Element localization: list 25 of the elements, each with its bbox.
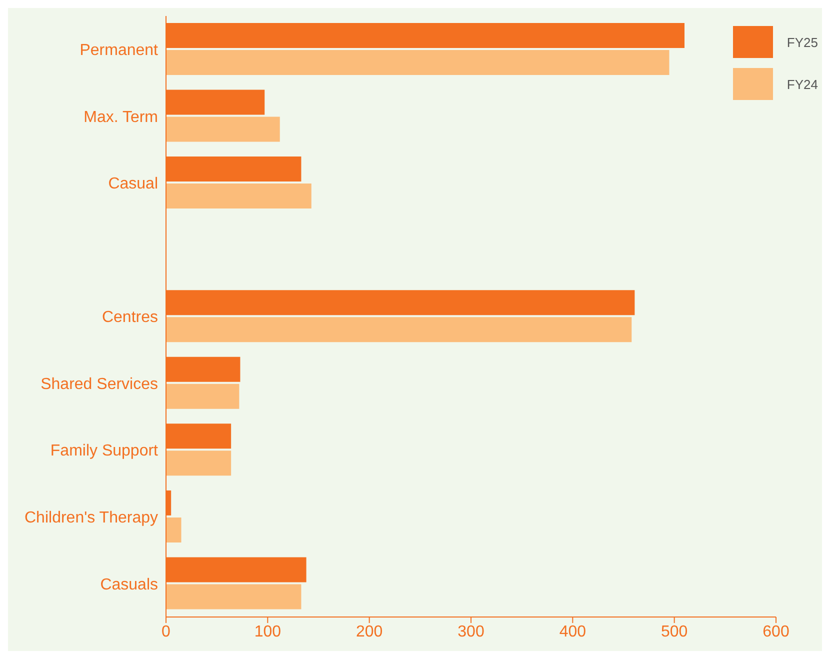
x-tick-label: 0 [162, 623, 171, 640]
bar [166, 584, 302, 610]
y-tick-label: Casual [108, 176, 158, 193]
y-tick-label: Shared Services [40, 376, 158, 393]
x-tick-label: 500 [660, 623, 688, 640]
text: FY25 [786, 34, 818, 50]
x-tick-label: 100 [254, 623, 282, 640]
text: FY24 [786, 76, 818, 92]
y-tick-label: Children's Therapy [24, 510, 158, 527]
y-tick-label: Casuals [100, 576, 158, 594]
bar [166, 184, 312, 209]
x-tick-label: 200 [356, 623, 383, 640]
bar [166, 116, 280, 142]
y-tick-label: Max. Term [84, 108, 158, 126]
bar [166, 50, 670, 75]
y-tick-label: Centres [102, 309, 158, 326]
bar [166, 317, 632, 342]
x-tick-label: 400 [559, 623, 586, 640]
bar [166, 384, 240, 409]
bar [166, 517, 182, 542]
x-tick-label: 600 [762, 623, 790, 640]
y-tick-label: Permanent [80, 42, 159, 60]
x-tick-label: 300 [458, 623, 484, 640]
bar [166, 450, 232, 476]
y-tick-label: Family Support [50, 442, 159, 460]
